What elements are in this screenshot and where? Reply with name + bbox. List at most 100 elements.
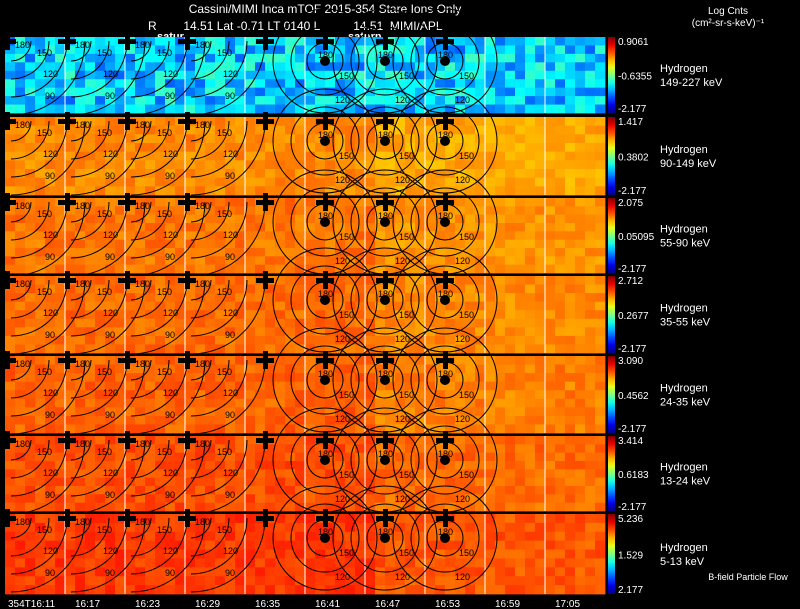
heatmap-cell bbox=[125, 231, 136, 241]
heatmap-cell bbox=[555, 567, 566, 577]
heatmap-cell bbox=[5, 87, 16, 97]
heatmap-cell bbox=[375, 104, 386, 114]
heatmap-cell bbox=[75, 531, 86, 542]
heatmap-cell bbox=[465, 248, 476, 257]
heatmap-cell bbox=[325, 576, 336, 586]
heatmap-cell bbox=[35, 585, 46, 595]
heatmap-cell bbox=[485, 186, 496, 196]
pitch-contour bbox=[190, 359, 230, 399]
heatmap-cell bbox=[495, 117, 506, 127]
energy-range-label: 5-13 keV bbox=[660, 556, 705, 568]
heatmap-cell bbox=[535, 264, 546, 274]
heatmap-cell bbox=[525, 531, 536, 542]
heatmap-cell bbox=[345, 104, 356, 114]
heatmap-cell bbox=[185, 45, 196, 55]
heatmap-cell bbox=[385, 206, 396, 216]
heatmap-cell bbox=[235, 567, 246, 577]
heatmap-cell bbox=[545, 276, 556, 285]
heatmap-cell bbox=[385, 143, 396, 153]
heatmap-cell bbox=[515, 424, 526, 434]
heatmap-cell bbox=[245, 477, 256, 487]
heatmap-cell bbox=[15, 160, 26, 170]
heatmap-cell bbox=[115, 461, 126, 470]
heatmap-cell bbox=[265, 301, 276, 311]
heatmap-cell bbox=[285, 567, 296, 577]
heatmap-cell bbox=[25, 318, 36, 328]
heatmap-cell bbox=[35, 125, 46, 135]
heatmap-cell bbox=[125, 248, 136, 257]
heatmap-cell bbox=[205, 214, 216, 224]
heatmap-cell bbox=[215, 276, 226, 285]
heatmap-cell bbox=[295, 477, 306, 487]
heatmap-cell bbox=[265, 310, 276, 320]
heatmap-cell bbox=[5, 134, 16, 144]
heatmap-cell bbox=[495, 223, 506, 232]
heatmap-cell bbox=[535, 206, 546, 216]
heatmap-cell bbox=[345, 293, 356, 303]
heatmap-cell bbox=[225, 256, 236, 266]
heatmap-cell bbox=[85, 531, 96, 542]
heatmap-cell bbox=[545, 62, 556, 72]
time-tick-label: 16:59 bbox=[495, 599, 520, 609]
heatmap-cell bbox=[345, 514, 356, 524]
heatmap-cell bbox=[255, 134, 266, 144]
heatmap-cell bbox=[515, 407, 526, 417]
contour-label: 180 bbox=[318, 527, 333, 537]
heatmap-cell bbox=[185, 549, 196, 559]
heatmap-cell bbox=[405, 186, 416, 196]
heatmap-cell bbox=[325, 177, 336, 187]
heatmap-cell bbox=[55, 284, 66, 294]
heatmap-cell bbox=[455, 585, 466, 595]
heatmap-cell bbox=[535, 256, 546, 266]
heatmap-cell bbox=[285, 239, 296, 249]
heatmap-cell bbox=[515, 335, 526, 345]
heatmap-cell bbox=[195, 177, 206, 187]
heatmap-cell bbox=[265, 223, 276, 232]
heatmap-cell bbox=[275, 125, 286, 135]
contour-label: 90 bbox=[165, 171, 175, 181]
heatmap-cell bbox=[235, 335, 246, 345]
heatmap-cell bbox=[125, 344, 136, 354]
heatmap-cell bbox=[585, 45, 596, 55]
heatmap-cell bbox=[105, 231, 116, 241]
pitch-contour bbox=[70, 40, 110, 80]
heatmap-cell bbox=[15, 96, 26, 105]
energy-panel: 1801501209018015012090180150120901801501… bbox=[0, 8, 723, 116]
heatmap-cell bbox=[525, 335, 536, 345]
direction-marker bbox=[65, 271, 70, 289]
heatmap-cell bbox=[245, 96, 256, 105]
heatmap-cell bbox=[145, 79, 156, 89]
heatmap-cell bbox=[325, 502, 336, 512]
heatmap-cell bbox=[35, 344, 46, 354]
heatmap-cell bbox=[225, 223, 236, 232]
heatmap-cell bbox=[205, 522, 216, 533]
heatmap-cell bbox=[75, 452, 86, 462]
heatmap-cell bbox=[345, 62, 356, 72]
heatmap-cell bbox=[585, 206, 596, 216]
heatmap-cell bbox=[535, 540, 546, 550]
heatmap-cell bbox=[165, 318, 176, 328]
heatmap-cell bbox=[495, 214, 506, 224]
heatmap-cell bbox=[215, 514, 226, 524]
heatmap-cell bbox=[545, 407, 556, 417]
heatmap-cell bbox=[195, 169, 206, 179]
heatmap-cell bbox=[345, 143, 356, 153]
energy-range-label: 149-227 keV bbox=[660, 77, 723, 89]
heatmap-cell bbox=[565, 143, 576, 153]
heatmap-cell bbox=[485, 151, 496, 161]
heatmap-cell bbox=[105, 223, 116, 232]
heatmap-cell bbox=[55, 53, 66, 63]
heatmap-cell bbox=[105, 125, 116, 135]
heatmap-cell bbox=[75, 276, 86, 285]
heatmap-cell bbox=[35, 214, 46, 224]
heatmap-cell bbox=[395, 87, 406, 97]
heatmap-cell bbox=[475, 143, 486, 153]
heatmap-cell bbox=[575, 62, 586, 72]
heatmap-cell bbox=[155, 424, 166, 434]
heatmap-cell bbox=[125, 45, 136, 55]
heatmap-cell bbox=[285, 335, 296, 345]
heatmap-cell bbox=[445, 502, 456, 512]
heatmap-cell bbox=[295, 381, 306, 391]
heatmap-cell bbox=[575, 567, 586, 577]
